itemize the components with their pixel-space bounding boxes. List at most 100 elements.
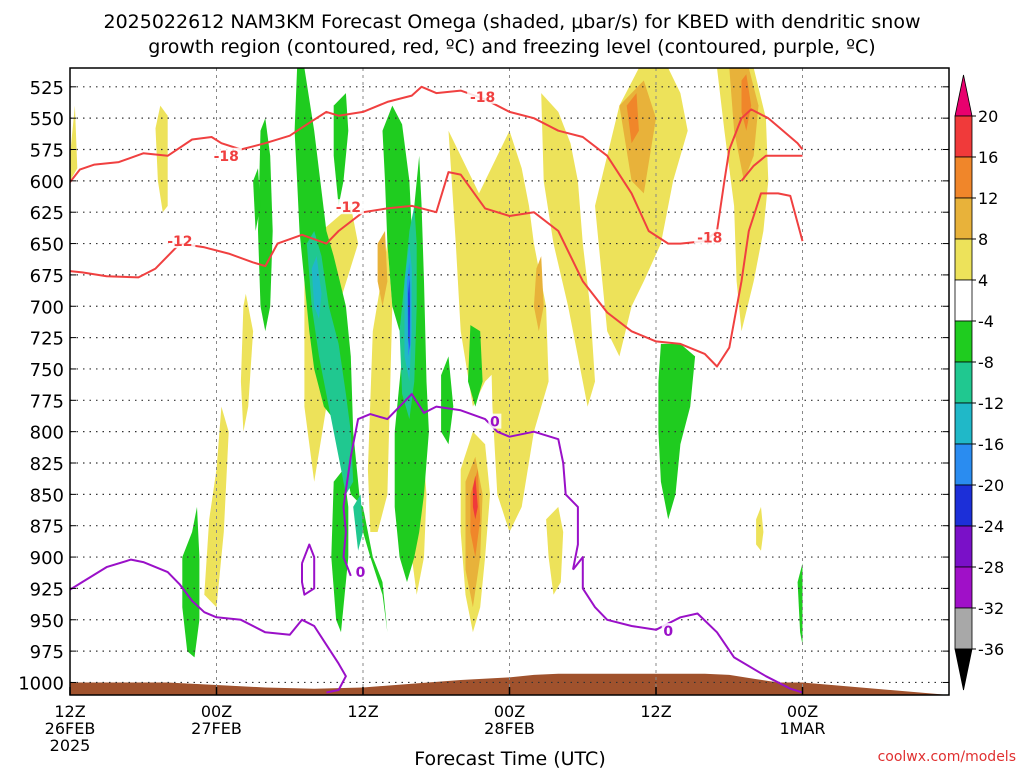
omega-shade-neg8-8	[182, 506, 200, 658]
x-tick-label: 27FEB	[191, 719, 242, 738]
colorbar-swatch	[954, 566, 973, 609]
colorbar-swatch	[954, 484, 973, 527]
x-tick-label: 12Z	[347, 702, 378, 721]
contour-label-1: -12	[167, 234, 192, 250]
y-tick-label: 625	[30, 203, 64, 224]
y-tick-label: 950	[30, 611, 64, 632]
omega-shade-neg8-3	[258, 118, 273, 332]
colorbar-label: 12	[978, 189, 998, 208]
omega-shade-4-14	[756, 506, 764, 551]
y-tick-label: 875	[30, 517, 64, 538]
omega-shade-8-4	[729, 68, 759, 181]
colorbar-swatch	[954, 156, 973, 199]
y-tick-label: 575	[30, 141, 64, 162]
omega-shade-neg8-4	[333, 93, 349, 206]
colorbar-label: -8	[978, 353, 994, 372]
colorbar-cap-bottom	[954, 648, 973, 691]
x-tick-label: 1MAR	[779, 719, 825, 738]
omega-shade-neg12-2	[353, 494, 363, 551]
contour-label-6: 0	[356, 565, 366, 581]
omega-shade-4-1	[155, 105, 168, 213]
y-tick-label: 900	[30, 548, 64, 569]
x-tick-label: 12Z	[54, 702, 85, 721]
omega-shade-4-0	[70, 105, 78, 181]
credit-text: coolwx.com/models	[878, 749, 1016, 765]
chart-title-line-1: 2025022612 NAM3KM Forecast Omega (shaded…	[103, 11, 920, 33]
omega-shade-12-1	[626, 93, 639, 144]
colorbar-swatch	[954, 238, 973, 281]
omega-shade-neg8-0	[294, 68, 388, 633]
colorbar-label: 4	[978, 271, 988, 290]
colorbar-swatch	[954, 607, 973, 650]
x-tick-label: 2025	[50, 736, 91, 755]
contour-freezing_0	[70, 558, 347, 694]
omega-shade-neg8-10	[797, 563, 803, 645]
y-tick-label: 825	[30, 454, 64, 475]
colorbar-label: -16	[978, 435, 1004, 454]
contour-label-bg	[467, 88, 499, 104]
colorbar-swatch	[954, 279, 973, 322]
x-tick-label: 00Z	[494, 702, 525, 721]
y-tick-label: 800	[30, 423, 64, 444]
contour-label-7: 0	[663, 624, 673, 640]
omega-shade-4-13	[546, 506, 564, 595]
contour-label-bg	[694, 229, 726, 245]
contour-label-bg	[488, 413, 502, 429]
y-axis: 525 550 575 600 625 650 675 700 725 750 775 800 825 8…	[18, 78, 949, 694]
y-tick-label: 850	[30, 485, 64, 506]
contour-dendritic_-18	[70, 85, 804, 245]
omega-shade-neg8-11	[253, 168, 261, 231]
y-tick-label: 525	[30, 78, 64, 99]
y-tick-label: 775	[30, 391, 64, 412]
colorbar-swatch	[954, 525, 973, 568]
contour-label-4: -18	[697, 230, 722, 246]
omega-shade-8-2	[377, 231, 388, 307]
x-tick-label: 00Z	[787, 702, 818, 721]
colorbar-label: -36	[978, 640, 1004, 659]
colorbar-label: -4	[978, 312, 994, 331]
y-tick-label: 650	[30, 235, 64, 256]
omega-shade-4-10	[240, 293, 254, 432]
colorbar-label: 20	[978, 107, 998, 126]
omega-shade-4-4	[367, 243, 393, 532]
y-tick-label: 600	[30, 172, 64, 193]
colorbar-label: -12	[978, 394, 1004, 413]
y-tick-label: 700	[30, 297, 64, 318]
y-tick-label: 725	[30, 329, 64, 350]
x-tick-label: 12Z	[640, 702, 671, 721]
colorbar-label: -28	[978, 558, 1004, 577]
colorbar-swatch	[954, 443, 973, 486]
y-tick-label: 975	[30, 642, 64, 663]
contour-label-bg	[354, 564, 368, 580]
colorbar-label: -20	[978, 476, 1004, 495]
omega-shade-4-8	[595, 68, 688, 357]
colorbar-swatch	[954, 197, 973, 240]
x-tick-label: 00Z	[201, 702, 232, 721]
omega-shade-neg8-5	[468, 325, 483, 407]
contour-label-bg	[332, 199, 364, 215]
colorbar-label: 16	[978, 148, 998, 167]
omega-shade-8-5	[533, 256, 544, 332]
colorbar: 20 16 12 8 4 -4 -8 -12 -16 -20 -24 -28 -32 -36	[954, 74, 1004, 691]
contour-labels: -18 -12 -12 -18 -18 0 0 0	[164, 88, 726, 640]
omega-shade-neg8-7	[658, 343, 696, 520]
contour-label-3: -18	[470, 90, 495, 106]
colorbar-swatch	[954, 320, 973, 363]
chart-title-line-2: growth region (contoured, red, ºC) and f…	[148, 36, 875, 58]
contour-freezing_0_loop	[301, 543, 316, 596]
omega-shade-neg16-0	[311, 256, 322, 319]
contour-label-bg	[164, 233, 196, 249]
contour-label-0: -18	[214, 149, 239, 165]
y-tick-label: 925	[30, 579, 64, 600]
y-tick-label: 750	[30, 360, 64, 381]
colorbar-label: 8	[978, 230, 988, 249]
x-axis-label: Forecast Time (UTC)	[414, 748, 605, 768]
colorbar-swatch	[954, 115, 973, 158]
omega-shade-16-0	[472, 475, 478, 520]
y-tick-label: 550	[30, 109, 64, 130]
omega-shade-neg24-0	[408, 278, 410, 351]
colorbar-label: -32	[978, 599, 1004, 618]
contour-label-bg	[210, 147, 242, 163]
